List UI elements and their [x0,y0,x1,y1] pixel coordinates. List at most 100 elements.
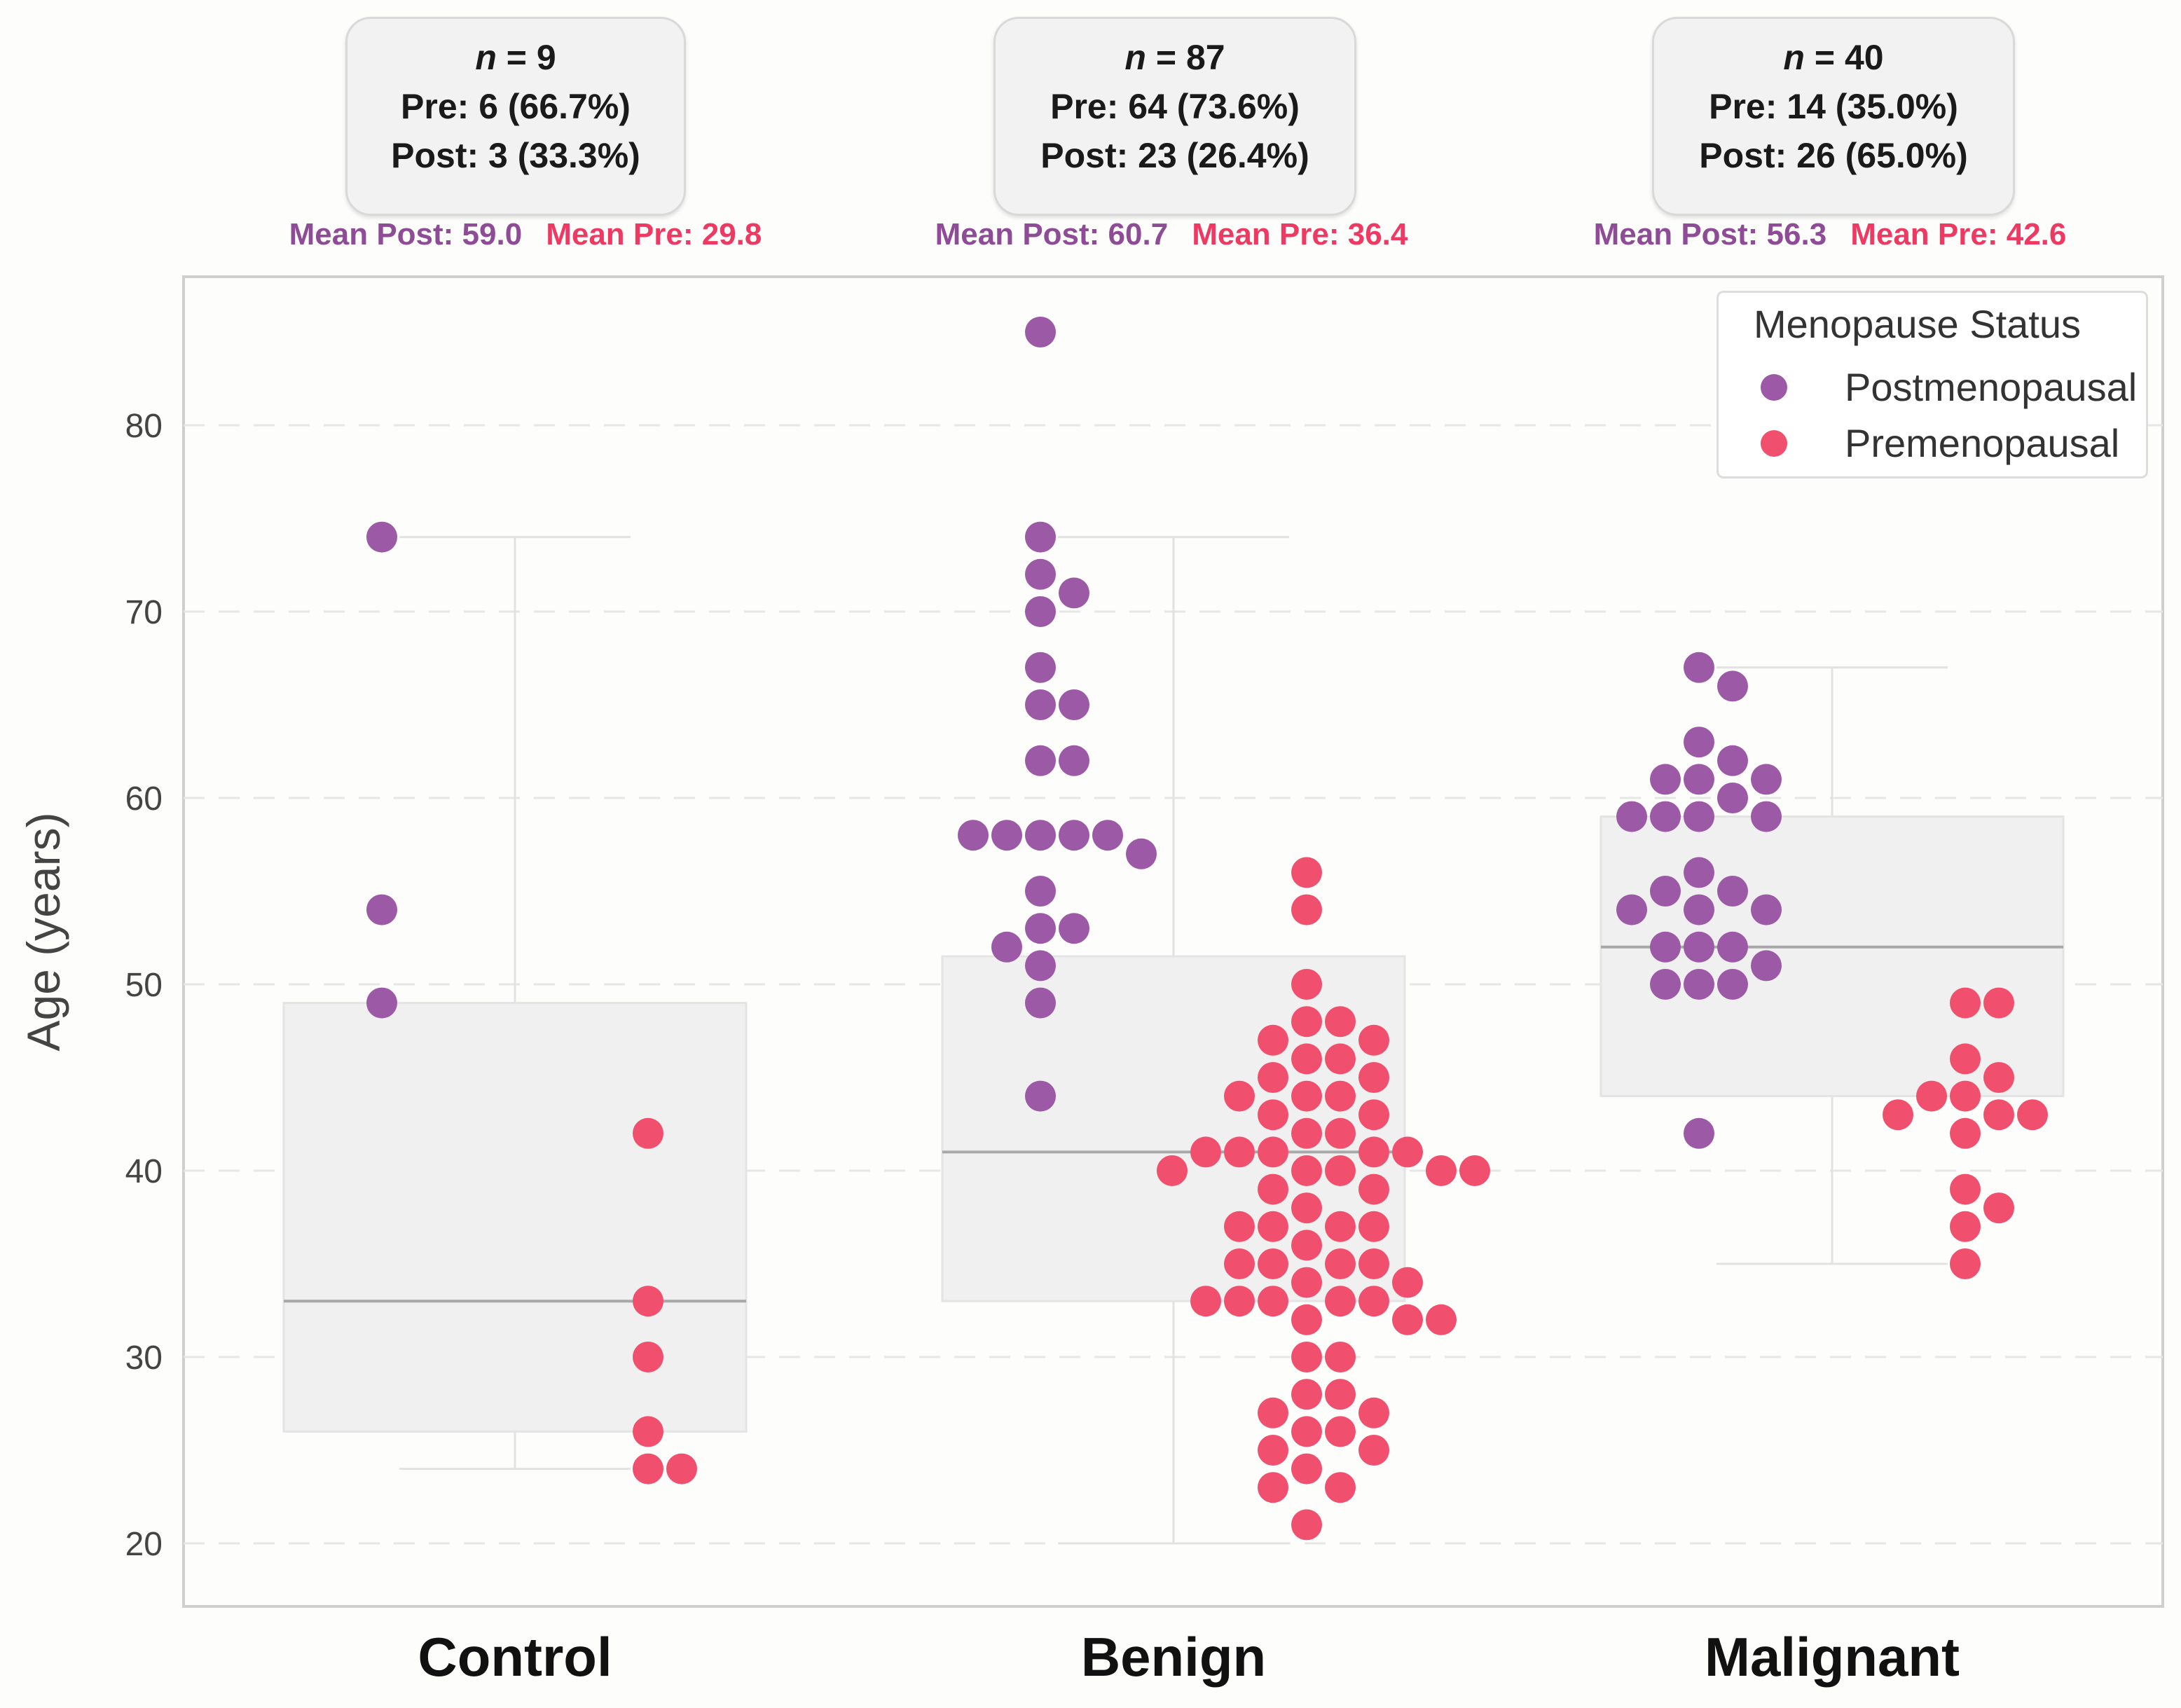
post-count: Post: 3 (33.3%) [391,136,640,175]
data-point-premenopausal [1224,1211,1255,1242]
data-point-premenopausal [1291,857,1322,888]
data-point-premenopausal [1358,1062,1389,1093]
data-point-postmenopausal [1025,317,1056,347]
data-point-premenopausal [1325,1006,1356,1038]
data-point-postmenopausal [366,894,397,925]
data-point-premenopausal [633,1117,663,1149]
post-count: Post: 23 (26.4%) [1040,136,1309,175]
data-point-postmenopausal [1717,670,1748,702]
data-point-premenopausal [1258,1173,1288,1205]
data-point-premenopausal [1291,1006,1322,1038]
data-point-premenopausal [1325,1342,1356,1372]
legend-label: Postmenopausal [1845,365,2138,409]
data-point-premenopausal [1157,1155,1188,1186]
data-point-postmenopausal [1684,931,1714,963]
data-point-postmenopausal [1025,950,1056,982]
data-point-premenopausal [1950,1043,1981,1075]
n-symbol: n [1783,38,1805,77]
data-point-postmenopausal [1684,1117,1714,1149]
data-point-premenopausal [633,1416,663,1447]
n-count: 9 [536,38,556,77]
data-point-premenopausal [1950,1080,1981,1112]
data-point-premenopausal [1258,1286,1288,1317]
data-point-premenopausal [1358,1211,1389,1242]
data-point-premenopausal [1291,1080,1322,1112]
data-point-premenopausal [1358,1397,1389,1428]
data-point-premenopausal [1291,1453,1322,1485]
data-point-premenopausal [1358,1173,1389,1205]
data-point-premenopausal [1258,1024,1288,1056]
data-point-premenopausal [1883,1099,1913,1131]
data-point-postmenopausal [1684,857,1714,888]
data-point-premenopausal [1291,969,1322,1000]
data-point-postmenopausal [1059,577,1089,609]
y-tick-label: 50 [125,967,163,1004]
data-point-premenopausal [1358,1435,1389,1466]
data-point-postmenopausal [1650,876,1681,907]
data-point-premenopausal [1358,1024,1389,1056]
data-point-postmenopausal [958,820,989,851]
data-point-postmenopausal [1717,931,1748,963]
means-malignant: Mean Post: 56.3 Mean Pre: 42.6 [1557,217,2103,252]
n-count: 87 [1185,38,1225,77]
data-point-postmenopausal [1025,521,1056,553]
data-point-premenopausal [1258,1136,1288,1168]
x-tick-label-control: Control [418,1626,612,1688]
data-point-premenopausal [1983,1099,2014,1131]
n-box-benign: n = 87 Pre: 64 (73.6%) Post: 23 (26.4%) [993,17,1356,216]
data-point-premenopausal [1291,1043,1322,1075]
data-point-postmenopausal [1616,894,1647,925]
data-point-postmenopausal [1025,876,1056,907]
data-point-postmenopausal [1650,801,1681,832]
data-point-postmenopausal [1059,745,1089,776]
data-point-premenopausal [1392,1304,1423,1335]
data-point-premenopausal [1190,1136,1221,1168]
data-point-premenopausal [1325,1416,1356,1447]
data-point-postmenopausal [1025,689,1056,720]
data-point-premenopausal [1459,1155,1490,1186]
n-symbol: n [475,38,497,77]
data-point-premenopausal [1325,1211,1356,1242]
mean-post: Mean Post: 60.7 [935,217,1169,252]
data-point-premenopausal [1950,1248,1981,1279]
pre-count: Pre: 14 (35.0%) [1709,87,1958,126]
data-point-postmenopausal [1650,764,1681,795]
data-point-premenopausal [1950,987,1981,1019]
data-point-postmenopausal [1684,969,1714,1000]
data-point-postmenopausal [991,820,1022,851]
data-point-premenopausal [1224,1136,1255,1168]
data-point-premenopausal [1983,1192,2014,1224]
legend: Menopause Status Postmenopausal Premenop… [1716,291,2148,478]
data-point-postmenopausal [1092,820,1123,851]
data-point-postmenopausal [1684,726,1714,758]
data-point-premenopausal [1325,1117,1356,1149]
data-point-premenopausal [1358,1248,1389,1279]
y-tick-label: 40 [125,1153,163,1190]
data-point-premenopausal [1358,1099,1389,1131]
data-point-premenopausal [1258,1211,1288,1242]
mean-pre: Mean Pre: 42.6 [1850,217,2067,252]
y-tick-label: 80 [125,408,163,445]
data-point-premenopausal [1392,1267,1423,1298]
data-point-postmenopausal [1025,558,1056,590]
data-point-postmenopausal [1650,969,1681,1000]
legend-title: Menopause Status [1754,302,2081,346]
data-point-premenopausal [1426,1304,1457,1335]
pre-count: Pre: 64 (73.6%) [1050,87,1300,126]
data-point-postmenopausal [1684,764,1714,795]
data-point-postmenopausal [1650,931,1681,963]
data-point-postmenopausal [1717,783,1748,813]
data-point-postmenopausal [1751,764,1782,795]
data-point-premenopausal [1983,1062,2014,1093]
data-point-premenopausal [1258,1248,1288,1279]
mean-pre: Mean Pre: 29.8 [546,217,762,252]
legend-marker-premenopausal [1761,430,1787,457]
data-point-postmenopausal [1717,876,1748,907]
data-point-premenopausal [1224,1248,1255,1279]
data-point-premenopausal [1224,1286,1255,1317]
means-control: Mean Post: 59.0 Mean Pre: 29.8 [252,217,799,252]
data-point-postmenopausal [1025,987,1056,1019]
data-point-postmenopausal [1025,820,1056,851]
data-point-postmenopausal [1126,838,1157,869]
